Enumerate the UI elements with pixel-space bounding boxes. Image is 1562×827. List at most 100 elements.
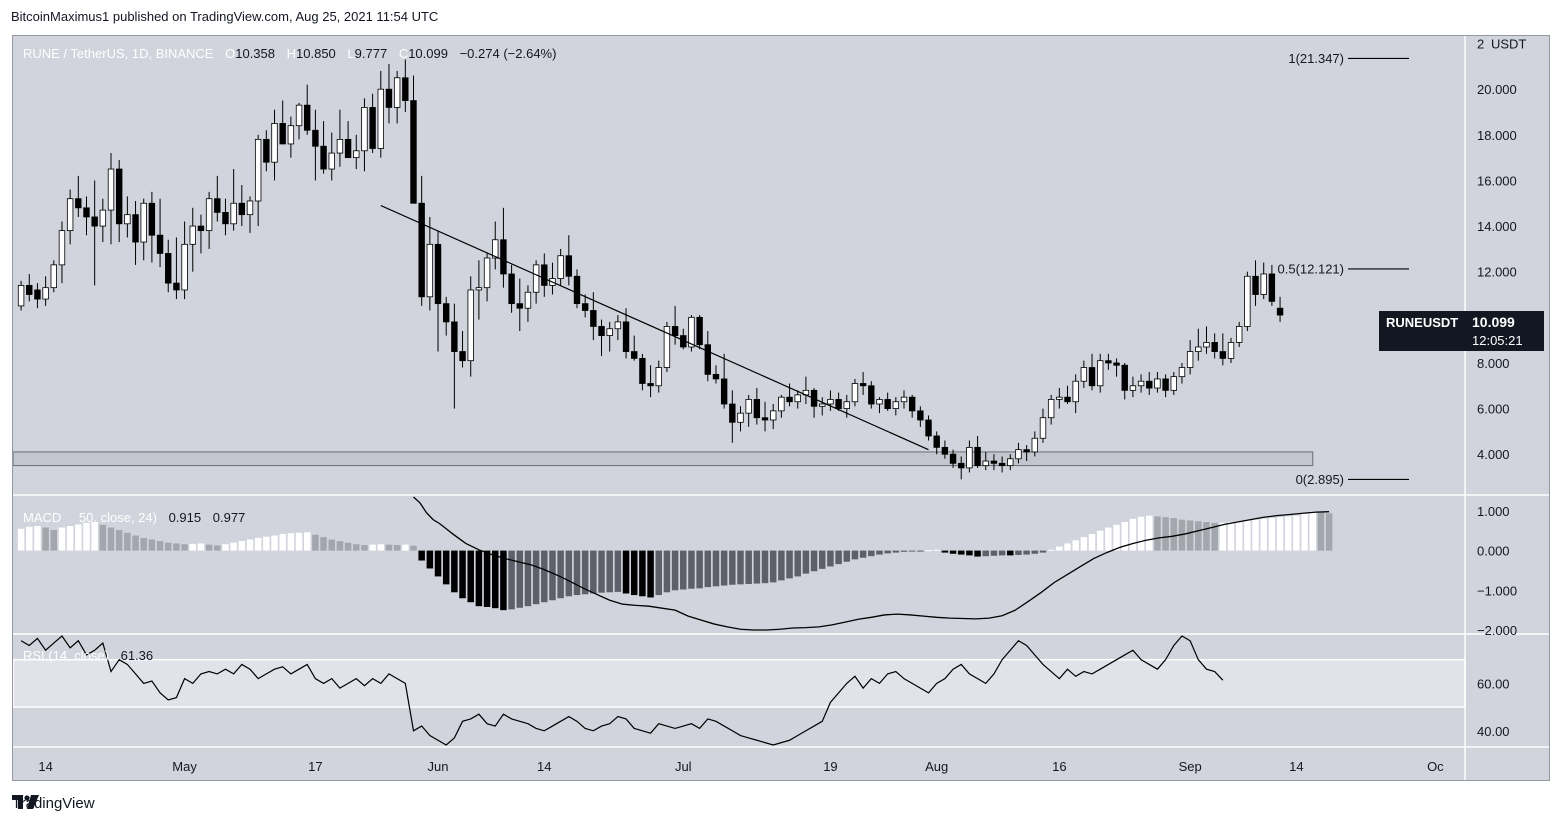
macd-histogram-bar [966, 550, 973, 556]
macd-histogram-bar [1096, 530, 1104, 551]
candle-down [410, 100, 417, 204]
macd-histogram-bar [974, 550, 981, 557]
price-axis[interactable]: 2 USDT 20.000 18.000 16.000 14.000 12.000 8.000… [1477, 37, 1526, 463]
macd-histogram-bar [1056, 546, 1063, 551]
chart-canvas[interactable]: 1(21.347) 0.5(12.121) 0(2.895) 2 USDT 20.000… [13, 36, 1550, 781]
candle-down [565, 255, 573, 277]
candle-down [941, 446, 949, 455]
candle-up [1260, 273, 1267, 295]
macd-histogram-bar [353, 544, 360, 551]
macd-histogram-bar [1064, 543, 1071, 551]
time-axis-label: 14 [537, 759, 551, 774]
open-label: O [225, 46, 235, 61]
descending-trendline[interactable] [380, 204, 929, 451]
macd-histogram-bar [312, 534, 319, 551]
candle-up [107, 168, 115, 211]
macd-histogram-bar [263, 536, 270, 551]
macd-histogram-bar [1260, 518, 1267, 551]
macd-histogram-bar [303, 532, 311, 551]
macd-histogram-bar [900, 550, 908, 552]
candle-up [655, 367, 662, 387]
candle-up [819, 403, 826, 407]
time-axis-label: Sep [1179, 759, 1202, 774]
candle-down [1252, 275, 1259, 295]
candle-up [271, 123, 278, 163]
time-axis-label: 14 [1289, 759, 1303, 774]
candle-down [631, 351, 638, 359]
candle-down [1064, 396, 1071, 403]
macd-histogram-bar [75, 524, 82, 551]
time-axis-label: May [172, 759, 197, 774]
macd-histogram-bar [704, 550, 712, 588]
macd-histogram-bar [794, 550, 801, 577]
macd-histogram-bar [230, 542, 237, 551]
current-price-badge: RUNEUSDT 10.099 12:05:21 [1379, 311, 1544, 351]
low-label: L [347, 46, 354, 61]
candle-up [353, 150, 360, 159]
macd-histogram-bar [132, 535, 139, 551]
candle-up [467, 289, 474, 362]
macd-histogram-bar [418, 550, 425, 561]
fib-label: 1(21.347) [1288, 51, 1344, 66]
candle-up [1080, 367, 1088, 382]
macd-histogram-bar [295, 532, 303, 551]
macd-histogram-bar [344, 542, 352, 551]
candle-up [336, 138, 344, 154]
macd-histogram-bar [1309, 511, 1317, 551]
rsi-axis-label: 60.00 [1477, 676, 1510, 691]
candle-down [590, 310, 597, 327]
macd-histogram-bar [1276, 517, 1284, 551]
price-axis-label: 2 [1477, 37, 1484, 52]
macd-histogram-bar [393, 545, 401, 551]
candle-down [884, 399, 891, 409]
macd-histogram-bar [164, 542, 172, 551]
macd-histogram-bar [1219, 522, 1227, 551]
candle-up [99, 209, 107, 227]
tradingview-footer[interactable]: TradingView [12, 795, 95, 812]
candle-up [377, 88, 384, 149]
macd-histogram-bar [58, 527, 66, 551]
macd-histogram-bar [1284, 516, 1292, 551]
candle-up [393, 77, 401, 108]
macd-histogram-bar [271, 535, 278, 551]
macd-histogram-bar [957, 550, 965, 555]
macd-histogram-bar [590, 550, 597, 594]
macd-histogram-bar [671, 550, 679, 591]
macd-histogram-bar [892, 550, 900, 553]
candle-up [1039, 417, 1047, 439]
macd-histogram-bar [1031, 550, 1039, 554]
chart-frame[interactable]: 1(21.347) 0.5(12.121) 0(2.895) 2 USDT 20.000… [12, 35, 1550, 781]
macd-label: MACD [23, 510, 61, 525]
candle-down [949, 453, 957, 464]
fibonacci-levels[interactable]: 1(21.347) 0.5(12.121) 0(2.895) [1278, 51, 1410, 487]
macd-histogram-bar [467, 550, 474, 603]
candle-down [786, 396, 793, 403]
macd-histogram-bar [1113, 524, 1120, 551]
candle-down [34, 289, 41, 300]
candle-down [761, 417, 769, 421]
support-zone[interactable] [13, 451, 1314, 467]
macd-histogram-bar [385, 544, 393, 551]
macd-histogram-bar [1146, 515, 1153, 551]
candle-down [115, 168, 123, 225]
macd-histogram-bar [1137, 516, 1145, 551]
candle-down [344, 138, 352, 159]
macd-axis: 1.000 0.000 −1.000 −2.000 [1477, 504, 1517, 638]
candle-up [1047, 399, 1055, 419]
macd-histogram-bar [1047, 549, 1055, 551]
candle-up [532, 264, 540, 293]
time-axis[interactable]: 14 May 17 Jun 14 Jul 19 Aug 16 Sep 14 Oc [38, 759, 1444, 774]
macd-histogram-bar [680, 550, 687, 590]
macd-histogram-bar [1072, 540, 1079, 551]
macd-histogram-bar [827, 550, 834, 567]
open-value: 10.358 [235, 46, 275, 61]
macd-histogram-bar [729, 550, 736, 585]
macd-histogram-bar [761, 550, 769, 584]
macd-histogram-bar [491, 550, 499, 609]
macd-axis-label: 0.000 [1477, 544, 1510, 559]
candle-down [917, 410, 924, 421]
macd-histogram-bar [336, 541, 344, 551]
candle-up [876, 399, 883, 405]
macd-histogram-bar [26, 526, 33, 551]
macd-histogram-bar [451, 550, 458, 593]
